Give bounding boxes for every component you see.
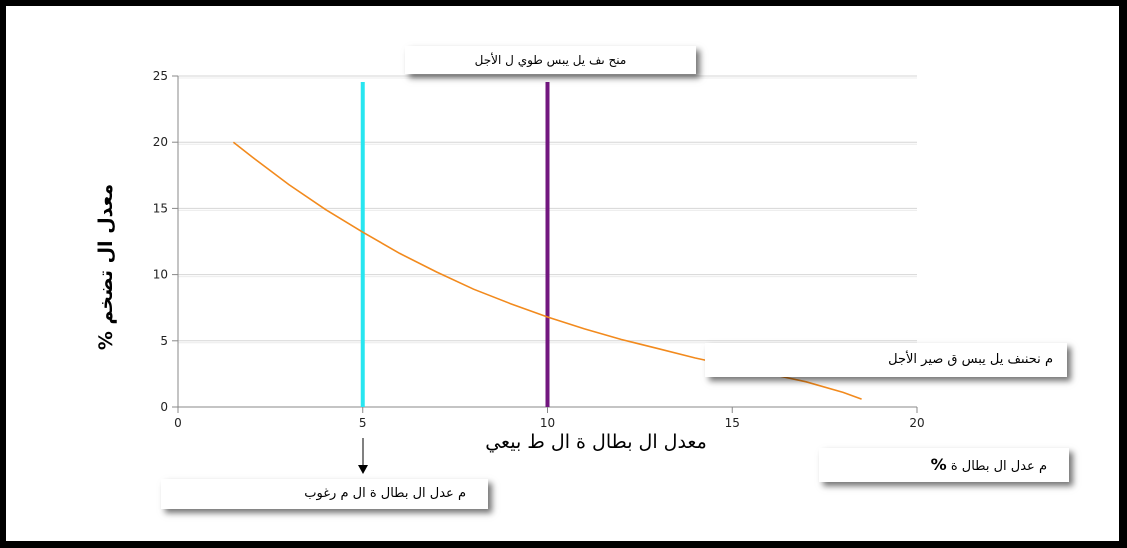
x-tick-label: 0 bbox=[174, 416, 182, 430]
y-tick-label: 5 bbox=[160, 334, 168, 348]
y-tick-label: 0 bbox=[160, 400, 168, 414]
desired-unemployment-arrow bbox=[358, 438, 368, 474]
y-tick-label: 15 bbox=[153, 201, 168, 215]
slide-frame: 0 5 10 15 20 25 0 5 10 15 20 معدل ال تضخم % معدل ا… bbox=[6, 6, 1119, 541]
x-axis-label: معدل ال بطال ة ال ط بيعي bbox=[485, 431, 707, 453]
x-tick-label: 10 bbox=[540, 416, 555, 430]
short-run-curve-callout: م نحنىف يل يبس ق صير الأجل bbox=[705, 343, 1067, 377]
unemployment-rate-callout: م عدل ال بطال ة % bbox=[819, 448, 1069, 482]
x-tick-label: 5 bbox=[359, 416, 367, 430]
desired-unemployment-callout: م عدل ال بطال ة ال م رغوب bbox=[161, 479, 488, 509]
percent-symbol: % bbox=[930, 455, 947, 474]
unemployment-rate-text: م عدل ال بطال ة bbox=[950, 459, 1047, 474]
y-tick-label: 10 bbox=[153, 268, 168, 282]
y-tick-label: 25 bbox=[153, 69, 168, 83]
x-tick-label: 20 bbox=[909, 416, 924, 430]
long-run-curve-callout: منح ىف يل يبس طوي ل الأجل bbox=[405, 46, 696, 74]
x-tick-label: 15 bbox=[725, 416, 740, 430]
y-tick-label: 20 bbox=[153, 135, 168, 149]
